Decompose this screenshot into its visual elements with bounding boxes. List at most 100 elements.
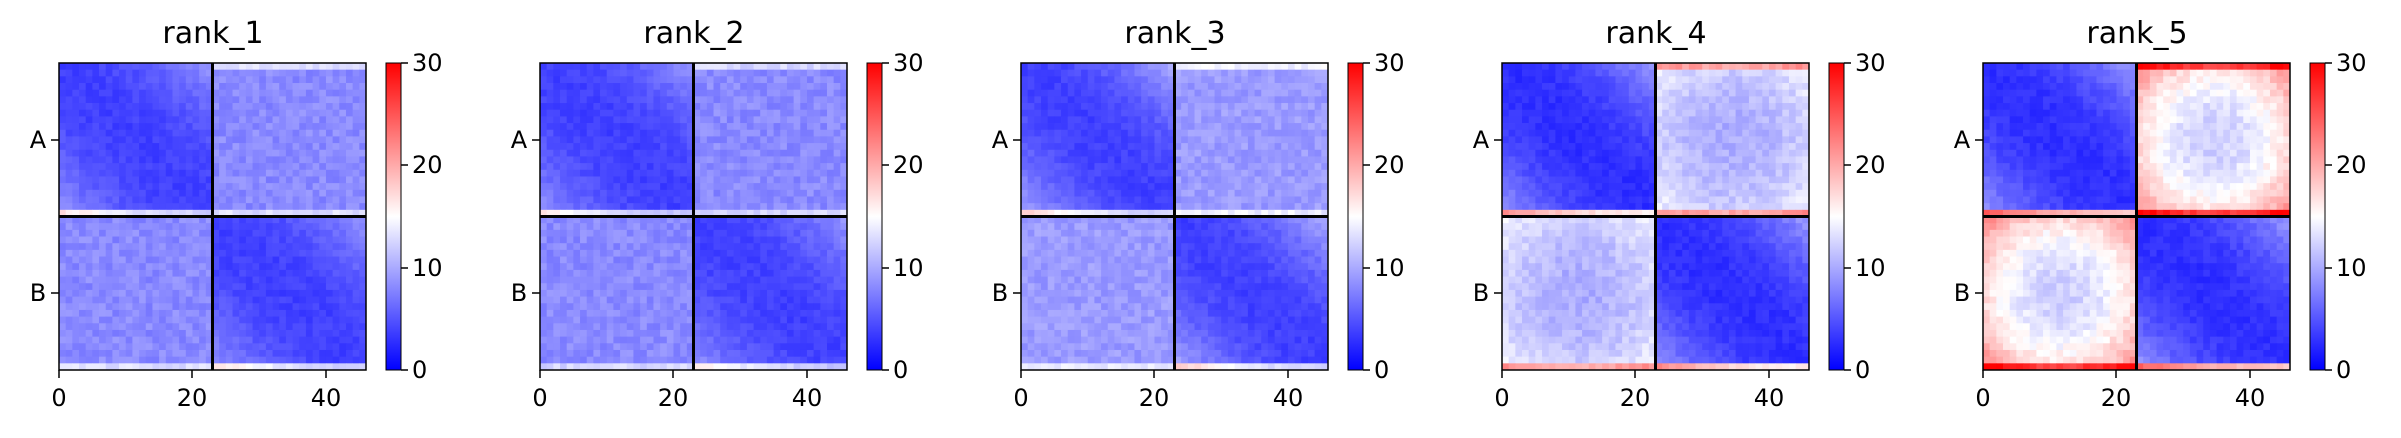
heatmap-cell: [145, 276, 153, 284]
heatmap-cell: [1294, 143, 1302, 151]
heatmap-cell: [272, 363, 280, 371]
heatmap-cell: [753, 303, 761, 311]
heatmap-cell: [112, 229, 120, 237]
heatmap-cell: [165, 176, 173, 184]
heatmap-cell: [713, 103, 721, 111]
heatmap-cell: [840, 356, 848, 364]
heatmap-cell: [1307, 129, 1316, 137]
heatmap-cell: [820, 103, 828, 111]
heatmap-cell: [606, 96, 614, 104]
heatmap-cell: [292, 129, 300, 137]
heatmap-cell: [640, 63, 648, 71]
heatmap-cell: [212, 69, 220, 77]
heatmap-cell: [600, 276, 608, 284]
heatmap-cell: [265, 163, 273, 171]
heatmap-cell: [640, 303, 648, 311]
heatmap-cell: [653, 283, 661, 291]
heatmap-cell: [620, 249, 628, 257]
heatmap-cell: [352, 343, 360, 351]
heatmap-cell: [826, 83, 835, 91]
heatmap-cell: [139, 289, 147, 297]
heatmap-cell: [65, 256, 73, 264]
heatmap-cell: [766, 236, 774, 244]
heatmap-cell: [199, 129, 207, 137]
heatmap-cell: [1181, 129, 1189, 137]
heatmap-cell: [1081, 103, 1089, 111]
heatmap-cell: [352, 96, 360, 104]
heatmap-cell: [112, 296, 120, 304]
heatmap-cell: [119, 116, 127, 124]
heatmap-cell: [259, 129, 267, 137]
heatmap-cell: [833, 149, 841, 157]
heatmap-cell: [1207, 123, 1215, 131]
heatmap-cell: [312, 189, 320, 197]
heatmap-cell: [1081, 83, 1089, 91]
heatmap-cell: [660, 276, 668, 284]
heatmap-cell: [800, 123, 808, 131]
heatmap-cell: [760, 156, 768, 164]
heatmap-cell: [339, 143, 347, 151]
heatmap-cell: [1034, 69, 1042, 77]
heatmap-cell: [139, 356, 147, 364]
heatmap-cell: [760, 236, 768, 244]
heatmap-cell: [626, 356, 634, 364]
heatmap-cell: [299, 243, 307, 251]
heatmap-cell: [305, 63, 313, 71]
heatmap-cell: [613, 183, 621, 191]
heatmap-cell: [560, 76, 568, 84]
heatmap-cell: [59, 249, 67, 257]
heatmap-cell: [613, 243, 621, 251]
heatmap-cell: [666, 156, 674, 164]
heatmap-cell: [252, 349, 260, 358]
heatmap-cell: [285, 216, 293, 224]
heatmap-cell: [840, 303, 848, 311]
heatmap-cell: [620, 196, 628, 204]
heatmap-cell: [1061, 76, 1069, 84]
heatmap-cell: [1054, 136, 1062, 144]
heatmap-cell: [593, 323, 601, 331]
heatmap-cell: [766, 329, 774, 338]
heatmap-cell: [840, 203, 848, 211]
heatmap-cell: [760, 196, 768, 204]
heatmap-cell: [1194, 96, 1202, 104]
heatmap-cell: [600, 169, 608, 177]
heatmap-cell: [1254, 116, 1262, 124]
heatmap-cell: [693, 196, 701, 204]
heatmap-cell: [580, 196, 588, 204]
heatmap-cell: [600, 69, 608, 77]
heatmap-cell: [259, 63, 267, 71]
heatmap-cell: [232, 143, 240, 151]
heatmap-cell: [633, 283, 641, 291]
heatmap-cell: [1041, 63, 1049, 71]
heatmap-cell: [546, 89, 554, 97]
heatmap-cell: [640, 343, 648, 351]
heatmap-cell: [179, 276, 187, 284]
heatmap-cell: [245, 356, 253, 364]
heatmap-cell: [780, 249, 788, 257]
heatmap-cell: [199, 229, 207, 237]
heatmap-cell: [660, 163, 668, 171]
heatmap-cell: [553, 163, 561, 171]
heatmap-cell: [1061, 109, 1069, 117]
heatmap-cell: [119, 176, 127, 184]
heatmap-cell: [573, 69, 581, 77]
heatmap-cell: [85, 269, 93, 277]
heatmap-cell: [1247, 69, 1255, 77]
heatmap-cell: [199, 276, 207, 284]
heatmap-cell: [212, 176, 220, 184]
heatmap-cell: [573, 149, 581, 157]
heatmap-cell: [686, 243, 694, 251]
heatmap-cell: [299, 129, 307, 137]
heatmap-cell: [1167, 76, 1175, 84]
heatmap-cell: [165, 196, 173, 204]
heatmap-cell: [85, 236, 93, 244]
heatmap-cell: [152, 243, 160, 251]
heatmap-cell: [586, 96, 594, 104]
heatmap-cell: [1227, 129, 1235, 137]
heatmap-cell: [1141, 83, 1149, 91]
heatmap-cell: [225, 123, 233, 131]
heatmap-cell: [252, 323, 260, 331]
heatmap-cell: [232, 169, 240, 177]
heatmap-cell: [686, 136, 694, 144]
heatmap-cell: [573, 329, 581, 338]
